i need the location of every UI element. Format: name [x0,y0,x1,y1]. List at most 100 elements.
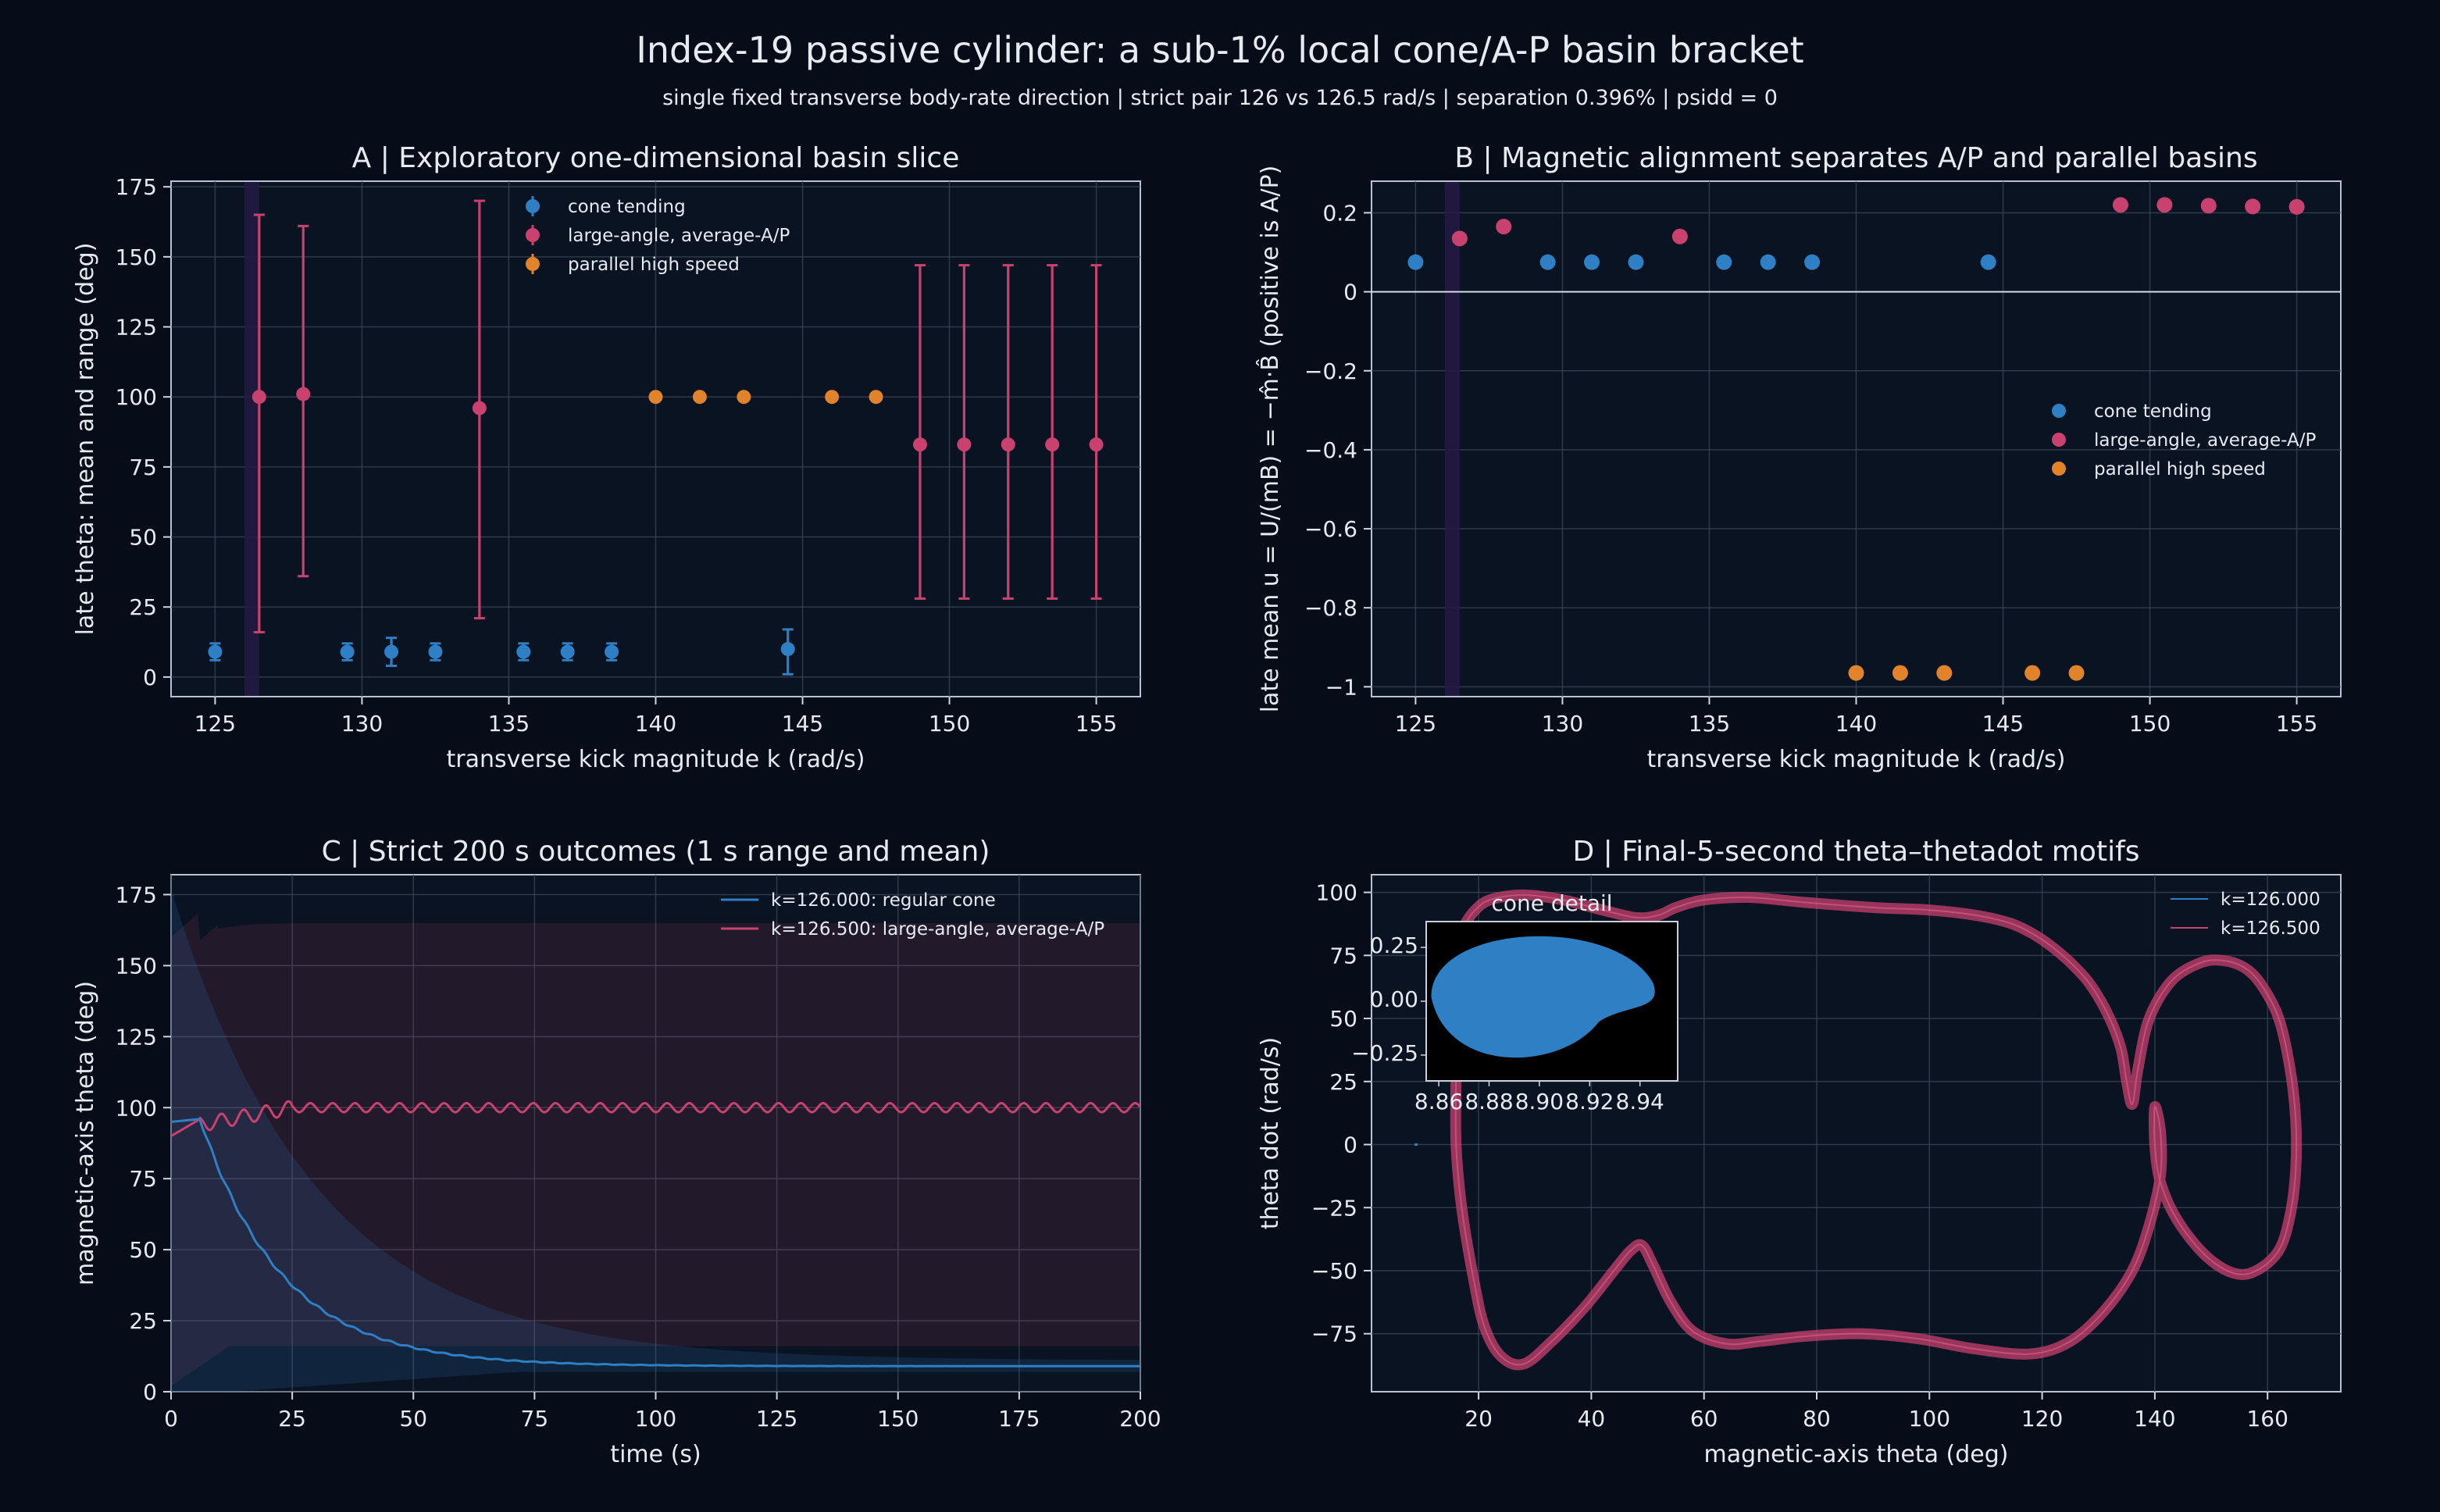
marker [605,644,619,659]
x-tick-label: 130 [341,711,383,736]
data-point [737,390,751,405]
inset-cone-blob [1431,936,1655,1058]
data-point [1539,254,1556,270]
panel-a: 125 130 135 140 145 150 155 0 25 50 75 100 125 150 175… [72,142,1141,773]
marker [912,437,927,452]
data-point [2200,198,2217,214]
data-point [472,199,487,620]
legend-entry: large-angle, average-A/P [2094,430,2316,451]
marker [692,390,707,405]
data-point [251,213,266,633]
marker [384,644,399,659]
y-tick-label: 50 [129,525,157,551]
inset-x-tick-label: 8.94 [1616,1089,1664,1114]
marker [340,644,355,659]
data-point [296,224,311,578]
data-point [1407,254,1424,270]
inset-title: cone detail [1491,890,1612,916]
data-point [692,390,707,405]
x-tick-label: 125 [756,1406,797,1432]
marker [560,644,575,659]
y-tick-label: −0.2 [1304,358,1357,384]
aap-orbit-line [1454,893,2298,1366]
y-tick-label: 100 [116,1095,157,1121]
legend-marker [526,257,540,271]
x-tick-label: 135 [1689,711,1730,736]
data-point [384,637,399,668]
plot-content [171,889,1140,1392]
y-tick-label: 125 [116,1024,157,1050]
x-tick-label: 155 [2276,711,2317,736]
legend-entry: cone tending [568,197,686,217]
legend-marker [2052,404,2066,418]
aap-range-band [171,914,1140,1386]
data-point [869,390,883,405]
x-tick-label: 125 [194,711,236,736]
legend: cone tending large-angle, average-A/P para… [526,196,790,275]
y-tick-label: 125 [116,315,157,341]
data-point [605,642,619,662]
y-tick-label: 75 [1329,943,1357,968]
marker [428,644,443,659]
figure-subtitle: single fixed transverse body-rate direct… [662,86,1778,110]
y-tick-label: 175 [116,174,157,200]
x-tick-label: 100 [635,1406,676,1432]
data-point [2156,197,2173,213]
panel-d: 20 40 60 80 100 120 140 160 −75 −50 −25 0 25 50 75 100 D… [1257,836,2342,1468]
inset-x-tick-label: 8.90 [1515,1089,1564,1114]
y-tick-label: 150 [116,953,157,979]
y-tick-label: 100 [116,384,157,410]
marker [1045,437,1060,452]
panel-title: C | Strict 200 s outcomes (1 s range and… [322,836,990,868]
x-tick-label: 145 [782,711,823,736]
y-axis-label: magnetic-axis theta (deg) [72,981,99,1286]
x-tick-label: 125 [1395,711,1436,736]
aap-mean-line [171,1100,1140,1137]
strict-pair-band [1445,182,1460,696]
data-point [1936,665,1953,681]
inset-y-tick-label: −0.25 [1351,1040,1418,1066]
y-tick-label: −25 [1311,1195,1357,1221]
y-tick-label: 0 [143,665,157,690]
marker [251,390,266,405]
x-tick-label: 160 [2246,1406,2288,1432]
gridlines [1372,875,2341,1392]
data-point [428,642,443,662]
inset-x-tick-label: 8.86 [1414,1089,1463,1114]
y-tick-label: 50 [1329,1006,1357,1032]
x-axis-label: magnetic-axis theta (deg) [1703,1441,2008,1468]
plot-content [1414,889,2303,1371]
x-tick-label: 100 [1909,1406,1950,1432]
legend: cone tending large-angle, average-A/P para… [2052,401,2316,480]
marker [648,390,663,405]
x-axis-label: time (s) [610,1441,701,1468]
marker [1089,437,1104,452]
y-tick-label: −0.4 [1304,437,1357,463]
data-point [1451,230,1468,247]
legend-entry: k=126.000: regular cone [771,890,996,911]
x-tick-label: 50 [399,1406,427,1432]
legend: k=126.000: regular cone k=126.500: large-… [721,890,1104,940]
x-tick-label: 25 [278,1406,306,1432]
data-point [1892,665,1908,681]
y-tick-label: 50 [129,1237,157,1263]
cone-range-band [171,889,1140,1392]
y-tick-label: −1 [1325,674,1357,700]
x-tick-label: 135 [488,711,530,736]
y-axis-label: theta dot (rad/s) [1257,1037,1284,1230]
data-point [1760,254,1776,270]
gridlines [1372,181,2341,697]
strict-pair-band [244,182,259,696]
x-tick-label: 120 [2021,1406,2063,1432]
data-point [2245,198,2261,215]
legend-entry: k=126.000 [2221,890,2320,910]
data-point [1980,254,1996,270]
marker [737,390,751,405]
y-tick-label: 0 [143,1379,157,1405]
figure-title: Index-19 passive cylinder: a sub-1% loca… [636,29,1803,71]
data-point [516,642,531,662]
data-point [208,642,223,662]
data-point [1848,665,1864,681]
x-axis-label: transverse kick magnitude k (rad/s) [446,746,865,773]
